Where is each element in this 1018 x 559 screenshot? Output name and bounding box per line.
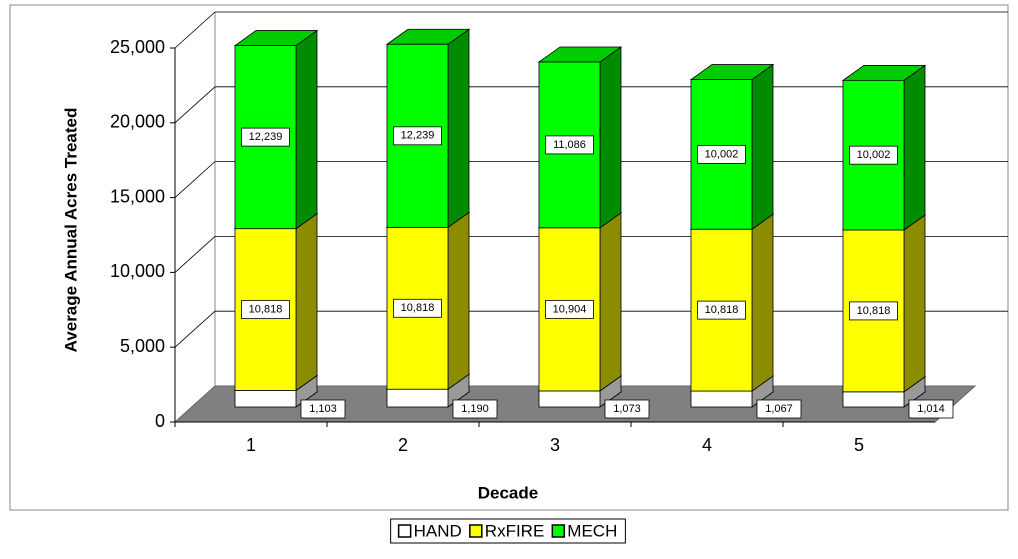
bar bbox=[386, 388, 449, 408]
x-tick-label: 3 bbox=[550, 435, 560, 455]
value-label-box bbox=[849, 145, 898, 165]
value-label: 10,904 bbox=[553, 303, 587, 315]
value-label-box bbox=[300, 399, 346, 419]
value-label: 10,818 bbox=[705, 304, 739, 316]
value-label-box bbox=[452, 399, 498, 419]
value-label: 12,239 bbox=[249, 131, 283, 143]
bar-side bbox=[751, 63, 774, 230]
value-label: 1,103 bbox=[309, 403, 337, 415]
y-axis-label: Average Annual Acres Treated bbox=[61, 108, 80, 353]
value-label-box bbox=[393, 126, 442, 146]
value-label-box bbox=[849, 301, 898, 321]
y-tick-label: 10,000 bbox=[110, 261, 165, 281]
legend-swatch bbox=[551, 524, 566, 538]
bar-side bbox=[751, 213, 774, 392]
y-tick-label: 5,000 bbox=[120, 336, 165, 356]
x-tick-label: 5 bbox=[854, 435, 864, 455]
value-label: 1,190 bbox=[461, 403, 489, 415]
value-label: 10,002 bbox=[705, 148, 739, 160]
y-tick-label: 0 bbox=[155, 411, 165, 431]
value-label-box bbox=[697, 300, 746, 320]
value-label-box bbox=[241, 300, 290, 319]
y-tick-label: 25,000 bbox=[110, 37, 165, 57]
y-tick-label: 15,000 bbox=[110, 186, 165, 206]
grid-line bbox=[174, 11, 1008, 49]
bar-side bbox=[447, 28, 470, 229]
legend-label: HAND bbox=[414, 521, 462, 540]
value-label: 10,818 bbox=[401, 302, 435, 314]
bar-side bbox=[903, 214, 926, 393]
bar-side bbox=[903, 64, 926, 231]
value-label-box bbox=[545, 135, 594, 155]
value-label: 10,818 bbox=[249, 303, 283, 315]
legend-label: RxFIRE bbox=[485, 521, 545, 540]
value-label-box bbox=[393, 298, 442, 318]
bar bbox=[842, 391, 905, 408]
value-label: 1,067 bbox=[765, 403, 793, 415]
legend-box bbox=[390, 518, 626, 544]
legend-swatch bbox=[469, 524, 483, 538]
value-label: 10,002 bbox=[857, 149, 891, 161]
value-label-box bbox=[908, 399, 954, 419]
x-axis-label: Decade bbox=[478, 483, 538, 502]
value-label-box bbox=[604, 399, 650, 419]
legend-label: MECH bbox=[567, 521, 617, 540]
bar-side bbox=[599, 212, 622, 392]
value-label-box bbox=[756, 399, 802, 419]
bar bbox=[538, 390, 601, 408]
bar-side bbox=[295, 29, 318, 230]
value-label: 10,818 bbox=[857, 305, 891, 317]
bar-side bbox=[447, 211, 470, 390]
value-label-box bbox=[545, 299, 594, 319]
value-label-box bbox=[697, 144, 746, 164]
value-label-box bbox=[241, 127, 290, 147]
x-tick-label: 2 bbox=[398, 435, 408, 455]
y-tick-label: 20,000 bbox=[110, 112, 165, 132]
value-label: 11,086 bbox=[553, 139, 586, 151]
bar-side bbox=[599, 46, 622, 229]
bar bbox=[690, 390, 753, 408]
value-label: 12,239 bbox=[401, 130, 435, 142]
x-tick-label: 4 bbox=[702, 435, 712, 455]
value-label: 1,073 bbox=[613, 403, 641, 415]
legend-swatch bbox=[397, 524, 412, 538]
x-tick-label: 1 bbox=[246, 435, 256, 455]
bar-side bbox=[295, 212, 318, 392]
bar bbox=[234, 390, 297, 408]
chart-border bbox=[9, 4, 1009, 511]
value-label: 1,014 bbox=[917, 403, 945, 415]
